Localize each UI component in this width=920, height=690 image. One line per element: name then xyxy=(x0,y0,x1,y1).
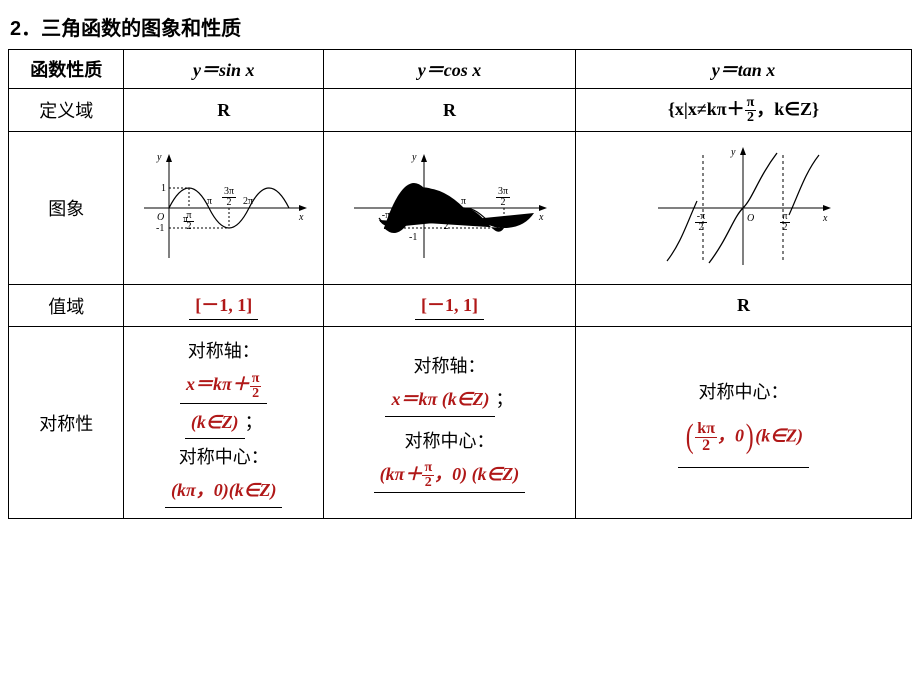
graph-tan: y x O -π2 π2 xyxy=(575,132,911,285)
row-range: 值域 [－1, 1] [－1, 1] R xyxy=(9,285,912,327)
domain-cos: R xyxy=(323,89,575,132)
svg-text:2π: 2π xyxy=(243,196,253,207)
symmetry-cos: 对称轴： x＝kπ (k∈Z)； 对称中心： (kπ＋π2，0) (k∈Z) xyxy=(323,327,575,519)
header-property: 函数性质 xyxy=(9,50,124,89)
svg-text:O: O xyxy=(157,212,164,223)
label-symmetry: 对称性 xyxy=(9,327,124,519)
symmetry-tan: 对称中心： (kπ2，0)(k∈Z) xyxy=(575,327,911,519)
section-title: 2．三角函数的图象和性质 xyxy=(10,12,910,41)
row-domain: 定义域 R R {x|x≠kπ＋π2，k∈Z} xyxy=(9,89,912,132)
svg-text:-1: -1 xyxy=(156,223,164,234)
svg-text:O: O xyxy=(747,213,754,224)
graph-sin: y x O 1 -1 π π2 π 3π2 2π xyxy=(124,132,323,285)
header-tan: y＝tan x xyxy=(575,50,911,89)
symmetry-sin: 对称轴： x＝kπ＋π2 (k∈Z)； 对称中心： (kπ，0)(k∈Z) xyxy=(124,327,323,519)
row-symmetry: 对称性 对称轴： x＝kπ＋π2 (k∈Z)； 对称中心： (kπ，0)(k∈Z… xyxy=(9,327,912,519)
svg-text:π: π xyxy=(461,196,466,207)
range-sin: [－1, 1] xyxy=(124,285,323,327)
svg-text:x: x xyxy=(538,212,544,223)
label-range: 值域 xyxy=(9,285,124,327)
range-tan: R xyxy=(575,285,911,327)
svg-text:y: y xyxy=(730,147,736,158)
graph-cos: y x O 1 -1 -π2 π2 π 3π2 xyxy=(323,132,575,285)
svg-text:1: 1 xyxy=(161,183,166,194)
svg-text:x: x xyxy=(822,213,828,224)
table-header-row: 函数性质 y＝sin x y＝cos x y＝tan x xyxy=(9,50,912,89)
label-graph: 图象 xyxy=(9,132,124,285)
svg-text:π: π xyxy=(207,196,212,207)
svg-text:y: y xyxy=(411,152,417,163)
header-cos: y＝cos x xyxy=(323,50,575,89)
header-sin: y＝sin x xyxy=(124,50,323,89)
range-cos: [－1, 1] xyxy=(323,285,575,327)
domain-sin: R xyxy=(124,89,323,132)
row-graph: 图象 y x O 1 -1 π π2 π 3π2 xyxy=(9,132,912,285)
domain-tan: {x|x≠kπ＋π2，k∈Z} xyxy=(575,89,911,132)
trig-properties-table: 函数性质 y＝sin x y＝cos x y＝tan x 定义域 R R {x|… xyxy=(8,49,912,519)
svg-text:x: x xyxy=(298,212,304,223)
svg-text:y: y xyxy=(156,152,162,163)
svg-text:-1: -1 xyxy=(409,232,417,243)
label-domain: 定义域 xyxy=(9,89,124,132)
